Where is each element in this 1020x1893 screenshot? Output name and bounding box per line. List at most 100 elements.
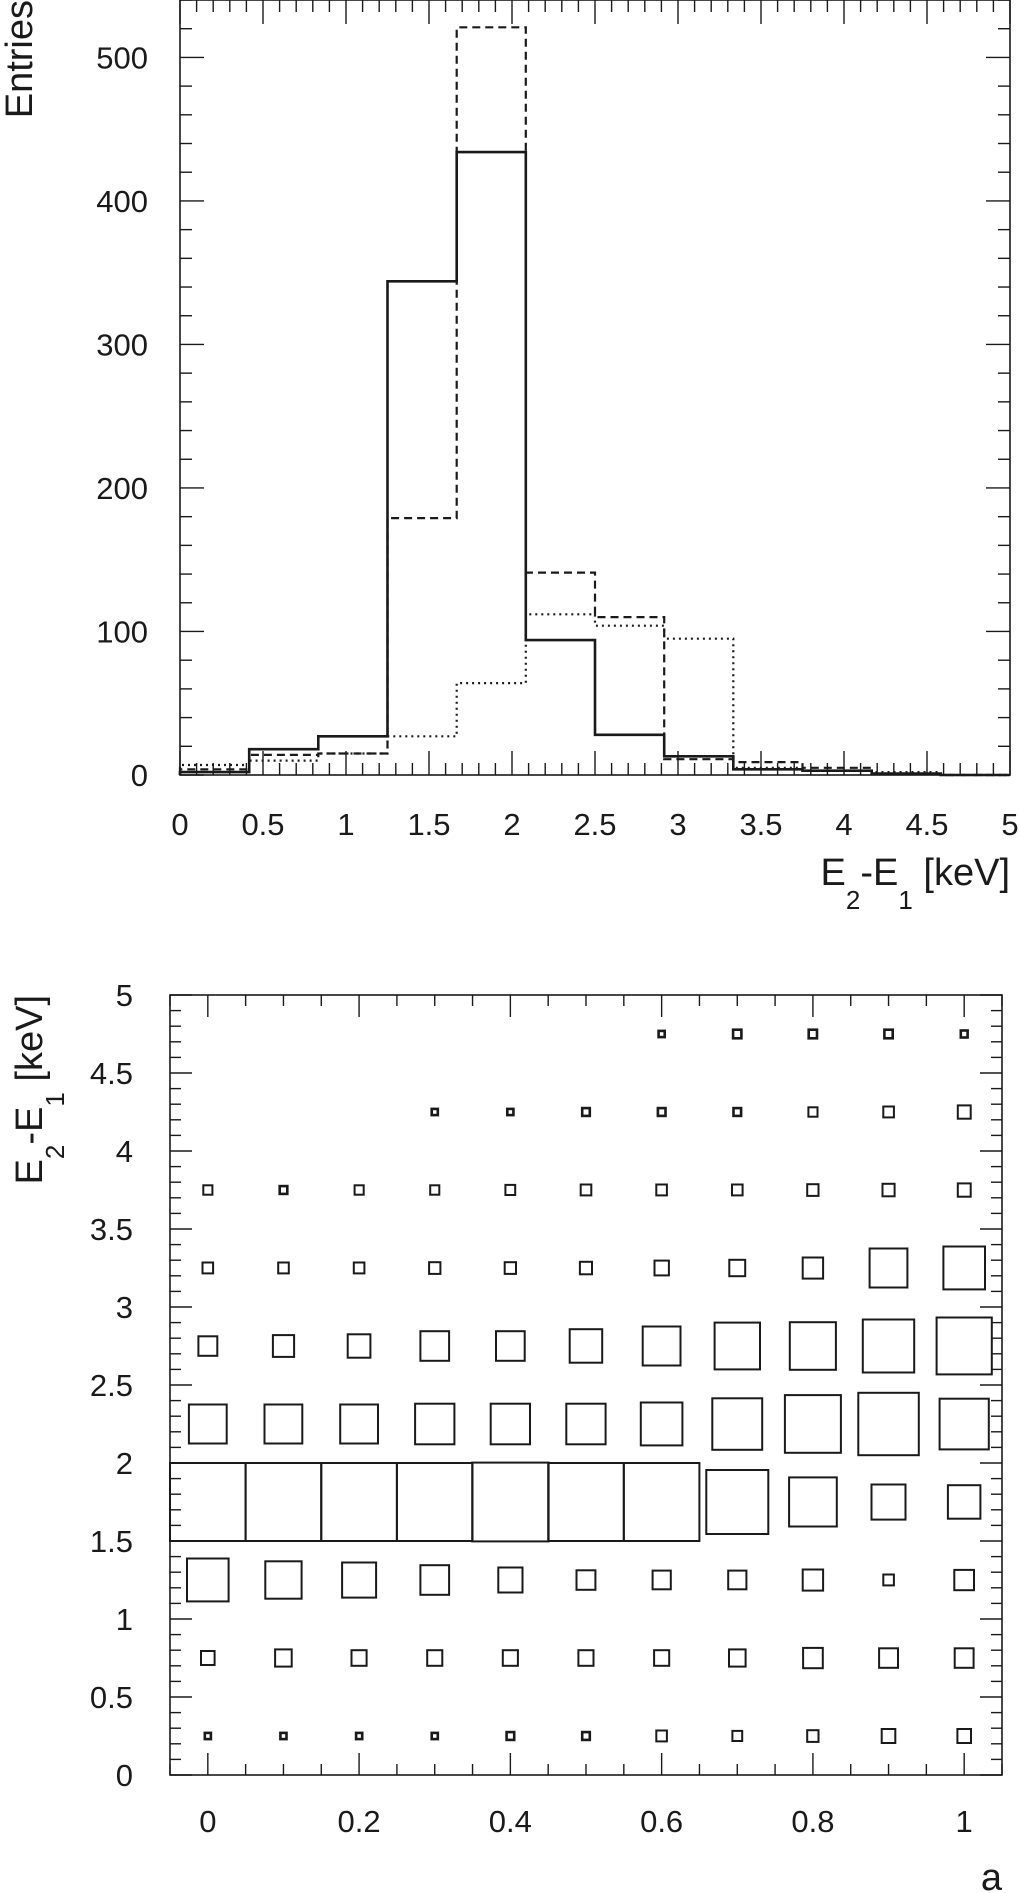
- x-tick-label: 0.4: [489, 1804, 532, 1839]
- x-axis-title-main1: E: [821, 852, 846, 894]
- box-cell: [505, 1107, 515, 1117]
- box-cell: [656, 1106, 667, 1118]
- box-cell: [320, 1462, 398, 1542]
- y-tick-label: 2.5: [90, 1368, 133, 1403]
- histogram-series-solid: [178, 150, 1010, 777]
- box-cell: [279, 1731, 288, 1741]
- x-tick-label: 0: [171, 807, 188, 842]
- box-cell: [731, 1028, 743, 1040]
- box-cell: [653, 1259, 670, 1277]
- box-cell: [882, 1105, 895, 1119]
- x-tick-label: 1: [956, 1804, 973, 1839]
- box-cell: [341, 1561, 378, 1599]
- box-cell: [807, 1106, 819, 1118]
- x-axis-title-sub2: 1: [898, 885, 912, 915]
- box-cell: [489, 1402, 532, 1446]
- box-cell: [802, 1646, 824, 1670]
- box-cell: [882, 1573, 895, 1587]
- histogram-series-dashed: [178, 26, 1010, 777]
- y-axis-title-sub2: 1: [40, 1092, 70, 1106]
- x-tick-label: 3: [669, 807, 686, 842]
- box-cell: [653, 1649, 671, 1667]
- box-cell: [350, 1649, 368, 1667]
- box-cell: [713, 1321, 761, 1371]
- x-tick-label: 1: [337, 807, 354, 842]
- box-cell: [244, 1462, 323, 1542]
- y-axis-title: Entries: [0, 0, 41, 118]
- box-cell: [728, 1648, 747, 1668]
- box-cell: [807, 1028, 819, 1040]
- box-cell: [503, 1261, 518, 1275]
- box-cell: [575, 1569, 597, 1591]
- histogram-series-dotted: [178, 613, 1010, 777]
- box-cell: [861, 1318, 916, 1374]
- box-cell: [471, 1461, 550, 1543]
- box-cell: [711, 1397, 764, 1451]
- y-tick-label: 4.5: [90, 1056, 133, 1091]
- box-cell: [430, 1107, 440, 1117]
- box-cell: [868, 1247, 909, 1289]
- box-cell: [953, 1568, 975, 1592]
- box-cell: [565, 1402, 607, 1446]
- box-cell: [505, 1730, 516, 1742]
- y-tick-label: 500: [96, 40, 148, 75]
- y-axis-title: E2-E1 [keV]: [9, 995, 70, 1184]
- box-cell: [274, 1648, 293, 1668]
- box-cell: [731, 1729, 744, 1743]
- x-tick-label: 0: [199, 1804, 216, 1839]
- energy-vs-a-box-plot: 0 0.2 0.4 0.6 0.8 100.511.522.533.544.55aE2-E…: [9, 978, 1003, 1893]
- x-axis-title: a: [981, 1857, 1003, 1893]
- box-cell: [495, 1330, 526, 1362]
- y-axis-title-unit: [keV]: [9, 995, 51, 1092]
- box-cell: [580, 1730, 592, 1742]
- box-cell: [263, 1403, 304, 1445]
- box-cell: [339, 1403, 380, 1445]
- x-tick-label: 4.5: [905, 807, 948, 842]
- box-cell: [935, 1316, 993, 1376]
- box-cell: [200, 1650, 216, 1666]
- box-cell: [429, 1184, 441, 1196]
- box-cell: [806, 1729, 820, 1743]
- y-axis-title-main1: E: [9, 1159, 51, 1184]
- box-cell: [806, 1183, 820, 1197]
- y-axis-title-main2: -E: [9, 1107, 51, 1145]
- box-cell: [278, 1184, 289, 1196]
- box-cell: [788, 1321, 837, 1371]
- x-tick-label: 4: [835, 807, 852, 842]
- box-cell: [956, 1182, 972, 1198]
- box-cell: [580, 1106, 592, 1118]
- box-cell: [203, 1731, 213, 1741]
- box-cell: [639, 1401, 684, 1447]
- box-cell: [428, 1261, 442, 1275]
- box-cell: [655, 1183, 668, 1197]
- box-cell: [728, 1258, 747, 1278]
- box-cell: [657, 1029, 666, 1039]
- box-cell: [202, 1184, 214, 1196]
- box-cell: [946, 1484, 982, 1520]
- x-tick-label: 0.6: [640, 1804, 683, 1839]
- box-cell: [641, 1325, 682, 1367]
- y-tick-label: 0: [131, 758, 148, 793]
- y-tick-label: 1: [116, 1602, 133, 1637]
- box-cell: [197, 1335, 219, 1357]
- y-tick-label: 400: [96, 184, 148, 219]
- x-axis-title-sub1: 2: [846, 885, 860, 915]
- box-cell: [277, 1261, 290, 1275]
- x-tick-label: 0.8: [791, 1804, 834, 1839]
- box-cell: [169, 1462, 247, 1542]
- x-axis-title: E2-E1 [keV]: [821, 852, 1010, 915]
- box-cell: [353, 1184, 365, 1196]
- x-tick-label: 0.5: [241, 807, 284, 842]
- box-cell: [577, 1649, 595, 1667]
- box-cell: [938, 1397, 990, 1451]
- box-cell: [651, 1569, 672, 1591]
- box-cell: [497, 1566, 524, 1594]
- y-tick-label: 0: [116, 1758, 133, 1793]
- box-cell: [870, 1483, 907, 1521]
- box-cell: [264, 1560, 303, 1600]
- box-cell: [186, 1557, 230, 1603]
- y-tick-label: 1.5: [90, 1524, 133, 1559]
- x-tick-label: 1.5: [407, 807, 450, 842]
- box-cell: [426, 1649, 444, 1667]
- box-cell: [346, 1333, 372, 1359]
